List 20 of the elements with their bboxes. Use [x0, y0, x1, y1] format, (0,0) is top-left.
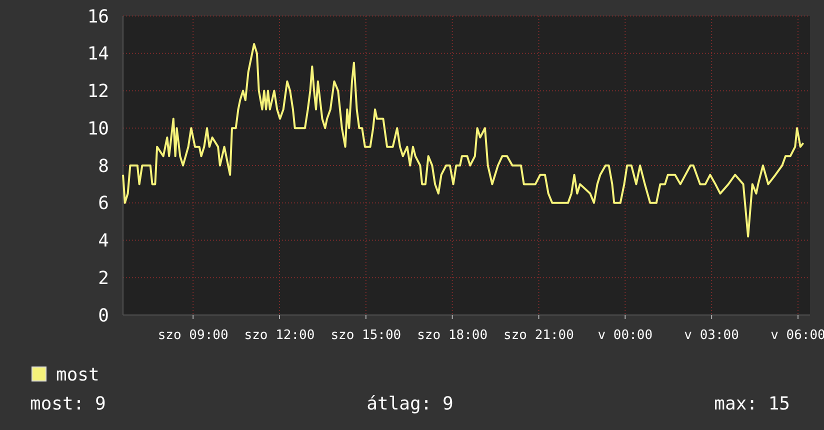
- x-tick-label: v 03:00: [684, 328, 739, 343]
- x-tick-label: v 00:00: [598, 328, 653, 343]
- y-tick-label: 10: [87, 118, 109, 140]
- y-tick-label: 12: [87, 81, 109, 102]
- x-tick-label: szo 21:00: [504, 328, 574, 343]
- y-tick-label: 14: [87, 44, 109, 65]
- text: átlag: 9: [366, 393, 454, 414]
- y-tick-label: 4: [98, 230, 109, 252]
- x-tick-label: szo 18:00: [417, 328, 488, 343]
- y-tick-label: 0: [98, 305, 109, 326]
- y-tick-label: 2: [98, 268, 109, 289]
- text: most: 9: [30, 393, 106, 414]
- x-tick-label: szo 12:00: [244, 328, 315, 343]
- y-tick-label: 8: [98, 156, 109, 177]
- x-tick-label: szo 15:00: [330, 328, 402, 343]
- text: max: 15: [714, 393, 790, 414]
- y-tick-label: 6: [98, 193, 109, 214]
- x-tick-label: szo 09:00: [158, 328, 228, 343]
- y-tick-label: 16: [87, 6, 109, 28]
- legend-label: most: [56, 364, 100, 386]
